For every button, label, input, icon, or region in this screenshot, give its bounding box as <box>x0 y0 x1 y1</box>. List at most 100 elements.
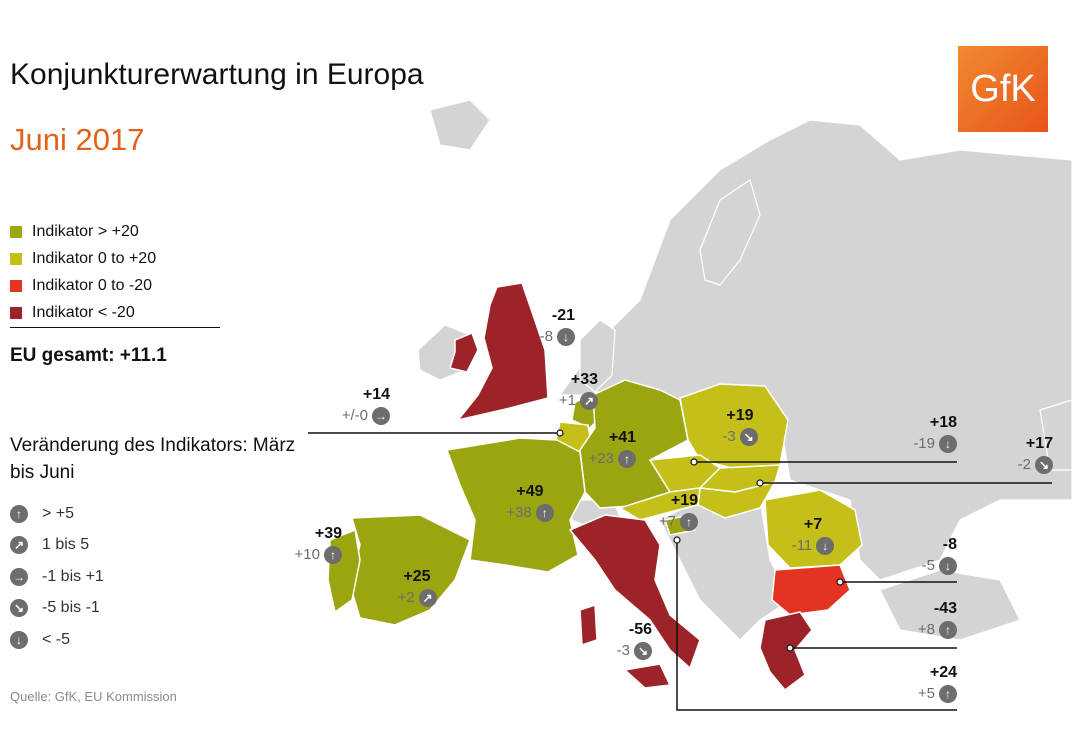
label-poland: +19 -3 ↘ <box>705 405 775 447</box>
indicator-change: -2 ↘ <box>990 454 1053 475</box>
arrow-up-icon: ↑ <box>680 512 698 531</box>
legend-label: Indikator 0 to -20 <box>32 276 153 294</box>
change-legend-item: ↓ < -5 <box>10 624 104 656</box>
label-netherlands: +33 +1 ↗ <box>540 369 598 411</box>
legend-label: Indikator < -20 <box>32 303 135 321</box>
legend-label: Indikator > +20 <box>32 222 139 240</box>
arrow-down-right-icon: ↘ <box>1035 455 1053 474</box>
legend-item: Indikator > +20 <box>10 218 156 245</box>
indicator-value: -8 <box>942 536 957 553</box>
greece-shape <box>759 611 813 691</box>
indicator-change: +2 ↗ <box>382 587 452 608</box>
indicator-value: +14 <box>362 386 390 403</box>
indicator-value: +49 <box>516 483 544 500</box>
arrow-up-right-icon: ↗ <box>418 588 437 607</box>
indicator-value: +7 <box>803 516 823 533</box>
indicator-change: -3 ↘ <box>705 426 775 447</box>
legend-divider <box>10 327 220 328</box>
eu-total: EU gesamt: +11.1 <box>10 345 167 366</box>
legend-swatch <box>10 279 22 292</box>
change-legend-title: Veränderung des Indikators: März bis Jun… <box>10 435 296 483</box>
indicator-value: -56 <box>628 621 652 638</box>
label-romania: +7 -11 ↓ <box>773 514 853 556</box>
change-legend-item: → -1 bis +1 <box>10 561 104 593</box>
arrow-up-icon: ↑ <box>939 684 957 703</box>
indicator-value: +17 <box>1025 435 1053 452</box>
label-czechia: +18 -19 ↓ <box>890 412 957 454</box>
arrow-up-icon: ↑ <box>618 449 636 468</box>
label-germany: +41 +23 ↑ <box>570 427 636 469</box>
legend-swatch <box>10 225 22 238</box>
arrow-up-right-icon: ↗ <box>10 536 28 555</box>
change-legend-label: 1 bis 5 <box>42 536 90 554</box>
france-shape <box>446 437 586 573</box>
indicator-value: +24 <box>929 664 957 681</box>
legend-swatch <box>10 252 22 265</box>
change-legend-item: ↑ > +5 <box>10 498 104 530</box>
sicily-shape <box>624 663 671 689</box>
leader-lines <box>308 432 1052 711</box>
arrow-down-icon: ↓ <box>939 434 957 453</box>
indicator-change: +8 ↑ <box>900 619 957 640</box>
indicator-change: +38 ↑ <box>490 502 570 523</box>
indicator-change: +5 ↑ <box>900 683 957 704</box>
label-hungary: +17 -2 ↘ <box>990 433 1053 475</box>
change-legend-item: ↘ -5 bis -1 <box>10 593 104 625</box>
indicator-change: -11 ↓ <box>773 535 853 556</box>
change-legend-label: -5 bis -1 <box>42 599 100 617</box>
label-portugal: +39 +10 ↑ <box>280 523 342 565</box>
indicator-change: -19 ↓ <box>890 433 957 454</box>
arrow-right-icon: → <box>10 567 28 586</box>
arrow-down-right-icon: ↘ <box>10 599 28 618</box>
arrow-up-icon: ↑ <box>324 545 342 564</box>
indicator-change: +1 ↗ <box>540 390 598 411</box>
label-greece: -43 +8 ↑ <box>900 598 957 640</box>
indicator-value: +18 <box>929 414 957 431</box>
indicator-value: -43 <box>933 600 957 617</box>
indicator-change: +7 ↑ <box>636 511 698 532</box>
legend-item: Indikator < -20 <box>10 299 156 326</box>
arrow-down-icon: ↓ <box>816 536 835 555</box>
arrow-down-right-icon: ↘ <box>739 427 758 446</box>
arrow-up-icon: ↑ <box>939 620 957 639</box>
legend-item: Indikator 0 to -20 <box>10 272 156 299</box>
label-france: +49 +38 ↑ <box>490 481 570 523</box>
change-legend-item: ↗ 1 bis 5 <box>10 530 104 562</box>
label-spain: +25 +2 ↗ <box>382 566 452 608</box>
arrow-down-right-icon: ↘ <box>634 641 652 660</box>
change-legend-label: < -5 <box>42 630 71 648</box>
indicator-change: +10 ↑ <box>280 544 342 565</box>
label-belgium: +14 +/-0 → <box>320 384 390 426</box>
indicator-value: +19 <box>670 492 698 509</box>
label-italy: -56 -3 ↘ <box>595 619 652 661</box>
legend-label: Indikator 0 to +20 <box>32 249 157 267</box>
arrow-up-right-icon: ↗ <box>580 391 598 410</box>
change-legend-label: -1 bis +1 <box>42 567 104 585</box>
eu-countries <box>327 282 863 691</box>
arrow-down-icon: ↓ <box>557 327 575 346</box>
legend-item: Indikator 0 to +20 <box>10 245 156 272</box>
leader-dots <box>556 429 844 652</box>
arrow-down-icon: ↓ <box>10 630 28 649</box>
arrow-up-icon: ↑ <box>535 503 554 522</box>
arrow-right-icon: → <box>372 406 390 425</box>
label-slovenia: +24 +5 ↑ <box>900 662 957 704</box>
arrow-down-icon: ↓ <box>939 556 957 575</box>
arrow-up-icon: ↑ <box>10 504 28 523</box>
map-title: Konjunkturerwartung in Europa <box>10 58 424 91</box>
bulgaria-shape <box>771 564 851 616</box>
source-note: Quelle: GfK, EU Kommission <box>10 689 177 704</box>
indicator-value: +39 <box>314 525 342 542</box>
change-legend: ↑ > +5 ↗ 1 bis 5 → -1 bis +1 ↘ -5 bis -1 ↓ < … <box>10 498 104 656</box>
indicator-change: -3 ↘ <box>595 640 652 661</box>
map-subtitle: Juni 2017 <box>10 122 145 157</box>
indicator-value: +25 <box>403 568 431 585</box>
label-uk: -21 -8 ↓ <box>510 305 575 347</box>
romania-shape <box>764 489 863 569</box>
indicator-change: -5 ↓ <box>900 555 957 576</box>
indicator-change: -8 ↓ <box>510 326 575 347</box>
indicator-value: +41 <box>608 429 636 446</box>
indicator-change: +23 ↑ <box>570 448 636 469</box>
label-bulgaria: -8 -5 ↓ <box>900 534 957 576</box>
